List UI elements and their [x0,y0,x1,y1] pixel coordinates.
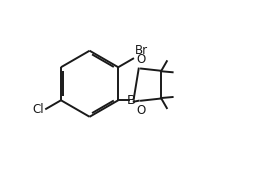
Text: Br: Br [135,44,148,57]
Text: O: O [136,53,146,66]
Text: Cl: Cl [33,103,44,116]
Text: O: O [136,104,146,117]
Text: B: B [127,94,136,107]
